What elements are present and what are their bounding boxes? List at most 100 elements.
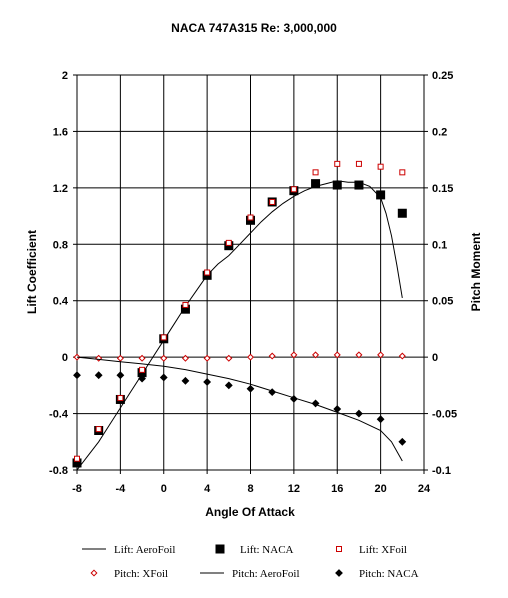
legend-item-lift-aerofoil: Lift: AeroFoil xyxy=(82,544,175,556)
data-point-lift-naca xyxy=(397,208,407,218)
data-point-pitch-naca xyxy=(398,437,407,446)
y2-tick-label: 0.15 xyxy=(432,183,453,195)
x-tick-label: 24 xyxy=(418,483,431,495)
legend-label: Pitch: XFoil xyxy=(114,568,168,580)
legend-swatch xyxy=(90,569,98,577)
y-tick-label: -0.4 xyxy=(49,409,69,421)
legend-item-pitch-aerofoil: Pitch: AeroFoil xyxy=(200,568,300,580)
data-point-pitch-xfoil xyxy=(268,352,276,360)
y2-tick-label: 0 xyxy=(432,352,438,364)
data-point-pitch-xfoil xyxy=(246,353,255,361)
data-point-pitch-xfoil xyxy=(116,354,124,362)
y2-tick-label: 0.05 xyxy=(432,296,453,308)
data-point-pitch-naca xyxy=(159,373,168,382)
data-point-pitch-naca xyxy=(94,371,103,380)
y-tick-label: 1.6 xyxy=(53,126,68,138)
data-point-pitch-naca xyxy=(376,415,385,424)
data-point-pitch-xfoil xyxy=(203,354,211,362)
y-tick-label: 0.8 xyxy=(53,239,68,251)
series-pitch-aerofoil xyxy=(76,356,403,462)
y2-tick-label: 0.1 xyxy=(432,239,447,251)
data-point-lift-xfoil xyxy=(160,334,167,341)
legend-label: Lift: AeroFoil xyxy=(114,544,175,556)
series-line-pitch-aerofoil xyxy=(76,356,403,462)
data-point-lift-xfoil xyxy=(139,366,146,373)
legend-item-pitch-xfoil: Pitch: XFoil xyxy=(90,568,168,580)
legend-swatch xyxy=(335,569,343,577)
data-point-pitch-naca xyxy=(289,394,298,403)
data-point-pitch-xfoil xyxy=(290,351,298,359)
data-point-lift-xfoil xyxy=(74,455,80,462)
data-point-pitch-xfoil xyxy=(312,351,320,359)
legend-label: Lift: XFoil xyxy=(359,544,407,556)
data-point-pitch-xfoil xyxy=(95,354,103,362)
legend: Lift: AeroFoil Lift: NACA Lift: XFoil Pitch… xyxy=(82,544,419,580)
x-tick-label: 12 xyxy=(288,483,300,495)
y-tick-label: 0.4 xyxy=(53,296,69,308)
data-point-lift-xfoil xyxy=(355,160,362,167)
data-point-pitch-xfoil xyxy=(398,352,406,360)
x-tick-label: -4 xyxy=(115,483,126,495)
legend-label: Pitch: NACA xyxy=(359,568,419,580)
data-point-pitch-naca xyxy=(116,371,125,380)
x-tick-label: 20 xyxy=(375,483,387,495)
y2-tick-label: 0.25 xyxy=(432,70,453,82)
y2-tick-label: -0.05 xyxy=(432,409,457,421)
data-point-lift-naca xyxy=(332,180,342,190)
y2-tick-label: 0.2 xyxy=(432,126,447,138)
data-point-lift-naca xyxy=(376,190,386,200)
y-tick-label: 0 xyxy=(62,352,68,364)
legend-swatch xyxy=(336,546,342,552)
legend-label: Pitch: AeroFoil xyxy=(232,568,300,580)
data-point-pitch-naca xyxy=(268,388,277,397)
x-axis-label: Angle Of Attack xyxy=(205,505,295,519)
x-tick-label: 0 xyxy=(161,483,167,495)
chart-title: NACA 747A315 Re: 3,000,000 xyxy=(171,21,337,35)
data-point-pitch-xfoil xyxy=(225,354,233,362)
tick-labels: -8 -4 0 4 8 12 16 20 24 -0.8 -0.4 0 0.4 0.8 1.2 1.6 2 -0.… xyxy=(49,70,457,495)
data-point-lift-xfoil xyxy=(377,163,384,170)
data-point-lift-naca xyxy=(354,180,364,190)
data-point-pitch-naca xyxy=(246,384,255,393)
y-tick-label: 2 xyxy=(62,70,68,82)
grid xyxy=(73,74,428,474)
y2-axis-label: Pitch Moment xyxy=(469,233,483,312)
data-point-lift-xfoil xyxy=(225,239,232,246)
x-tick-label: 4 xyxy=(204,483,211,495)
legend-item-lift-naca: Lift: NACA xyxy=(215,544,294,556)
data-point-pitch-naca xyxy=(73,371,81,380)
data-point-lift-xfoil xyxy=(334,160,341,167)
y-axis-label: Lift Coefficient xyxy=(25,230,39,314)
y2-tick-label: -0.1 xyxy=(432,465,451,477)
data-point-lift-xfoil xyxy=(247,214,254,221)
data-point-lift-xfoil xyxy=(204,269,211,276)
series-lift-aerofoil xyxy=(76,180,403,471)
series-lift-xfoil xyxy=(74,160,406,462)
x-tick-label: 16 xyxy=(331,483,343,495)
legend-item-lift-xfoil: Lift: XFoil xyxy=(336,544,407,556)
data-point-pitch-naca xyxy=(355,409,363,418)
data-point-pitch-xfoil xyxy=(181,354,189,362)
data-point-lift-xfoil xyxy=(399,169,406,176)
series-line-lift-aerofoil xyxy=(76,180,403,471)
x-tick-label: 8 xyxy=(247,483,253,495)
y-tick-label: 1.2 xyxy=(53,183,68,195)
legend-item-pitch-naca: Pitch: NACA xyxy=(335,568,419,580)
data-point-pitch-naca xyxy=(181,376,190,385)
data-point-pitch-naca xyxy=(311,399,320,408)
legend-swatch xyxy=(215,544,225,554)
data-point-pitch-xfoil xyxy=(377,351,385,359)
data-point-lift-xfoil xyxy=(269,198,276,205)
data-point-lift-xfoil xyxy=(182,301,189,308)
legend-label: Lift: NACA xyxy=(240,544,294,556)
data-point-pitch-naca xyxy=(138,374,146,383)
data-point-lift-xfoil xyxy=(290,186,297,193)
data-point-pitch-xfoil xyxy=(138,354,146,362)
x-tick-label: -8 xyxy=(72,483,82,495)
data-point-pitch-xfoil xyxy=(333,351,341,359)
series-pitch-xfoil xyxy=(73,351,406,362)
data-point-lift-naca xyxy=(311,179,321,189)
data-point-pitch-xfoil xyxy=(160,354,168,362)
